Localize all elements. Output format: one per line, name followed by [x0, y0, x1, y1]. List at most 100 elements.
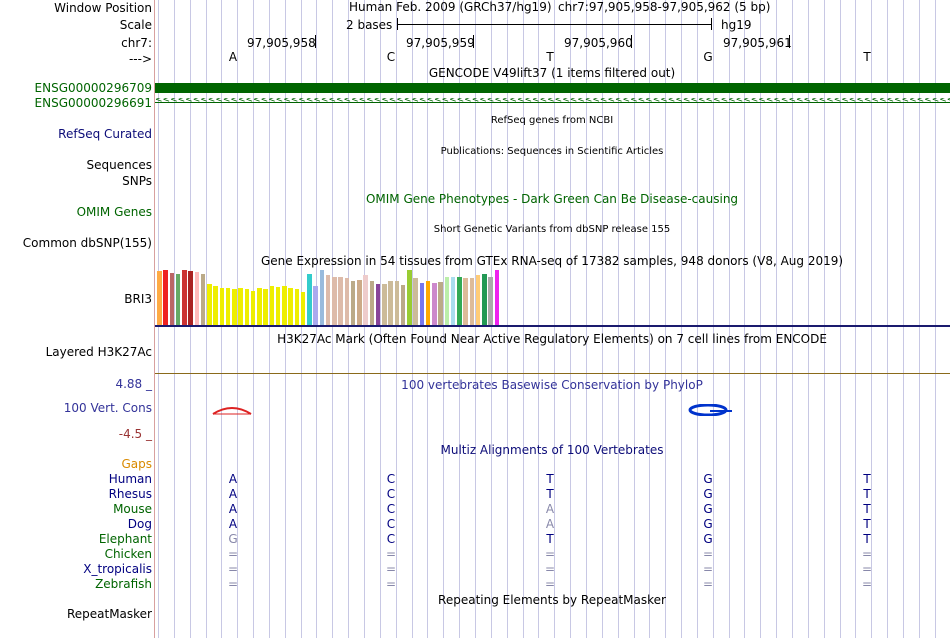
phylop-high-glyph: [688, 404, 732, 416]
gtex-tissue-bar[interactable]: [488, 277, 493, 325]
gtex-tissue-bar[interactable]: [475, 275, 481, 325]
multiz-track-title[interactable]: Multiz Alignments of 100 Vertebrates: [440, 443, 664, 457]
species-label-elephant[interactable]: Elephant: [98, 532, 152, 546]
gtex-tissue-bar[interactable]: [375, 284, 381, 325]
gtex-tissue-bar[interactable]: [194, 272, 200, 325]
gtex-tissue-bar[interactable]: [400, 285, 406, 325]
gtex-tissue-bar[interactable]: [482, 274, 487, 325]
gtex-tissue-bar[interactable]: [294, 289, 300, 325]
gtex-tissue-bar[interactable]: [438, 282, 443, 325]
gtex-tissue-bar[interactable]: [432, 283, 437, 325]
aligned-base: T: [863, 472, 871, 486]
gtex-tissue-bar[interactable]: [363, 275, 368, 325]
gtex-tissue-bar[interactable]: [413, 278, 418, 325]
gencode-track-title[interactable]: GENCODE V49lift37 (1 items filtered out): [428, 66, 676, 80]
strand-arrow-label[interactable]: --->: [128, 52, 152, 66]
gtex-tissue-bar[interactable]: [175, 274, 181, 325]
pubs-track-title[interactable]: Publications: Sequences in Scientific Ar…: [440, 146, 664, 157]
species-label-mouse[interactable]: Mouse: [113, 502, 152, 516]
gtex-tissue-bar[interactable]: [182, 270, 187, 325]
guide-line: [855, 0, 856, 638]
gtex-tissue-bar[interactable]: [275, 287, 281, 325]
gtex-tissue-bar[interactable]: [494, 270, 500, 325]
gtex-tissue-bar[interactable]: [357, 280, 362, 325]
species-label-zebrafish[interactable]: Zebrafish: [95, 577, 152, 591]
refseq-track-label[interactable]: RefSeq Curated: [58, 127, 152, 141]
gtex-tissue-bar[interactable]: [200, 274, 206, 325]
gtex-tissue-bar[interactable]: [463, 278, 468, 325]
track-image-pane[interactable]: Human Feb. 2009 (GRCh37/hg19) chr7:97,90…: [155, 0, 950, 638]
snps-track-label[interactable]: SNPs: [122, 174, 152, 188]
gtex-bar-chart[interactable]: [157, 270, 557, 325]
species-label-rhesus[interactable]: Rhesus: [108, 487, 152, 501]
omim-track-label[interactable]: OMIM Genes: [76, 205, 152, 219]
gtex-tissue-bar[interactable]: [263, 289, 268, 325]
gtex-tissue-bar[interactable]: [232, 289, 237, 325]
guide-line: [475, 0, 476, 638]
phylop-track-label[interactable]: 100 Vert. Cons: [63, 401, 152, 415]
gtex-tissue-bar[interactable]: [419, 283, 425, 325]
gencode-transcript-bar-2[interactable]: <<<<<<<<<<<<<<<<<<<<<<<<<<<<<<<<<<<<<<<<…: [155, 98, 950, 108]
gtex-tissue-bar[interactable]: [313, 286, 318, 325]
gtex-tissue-bar[interactable]: [307, 274, 312, 325]
refseq-track-title[interactable]: RefSeq genes from NCBI: [490, 115, 614, 126]
gtex-tissue-bar[interactable]: [188, 271, 193, 325]
gtex-tissue-bar[interactable]: [300, 292, 306, 325]
pubs-track-label[interactable]: Sequences: [86, 158, 152, 172]
dbsnp-track-label[interactable]: Common dbSNP(155): [22, 236, 152, 250]
gtex-tissue-bar[interactable]: [269, 286, 275, 325]
guide-line: [665, 0, 666, 638]
gtex-tissue-bar[interactable]: [382, 284, 387, 325]
species-label-dog[interactable]: Dog: [127, 517, 152, 531]
gtex-tissue-bar[interactable]: [344, 278, 350, 325]
gtex-tissue-bar[interactable]: [282, 286, 287, 325]
repeatmasker-track-label[interactable]: RepeatMasker: [66, 607, 152, 621]
gtex-tissue-bar[interactable]: [213, 286, 218, 325]
gencode-transcript-label-2[interactable]: ENSG00000296691: [34, 96, 152, 110]
species-label-chicken[interactable]: Chicken: [104, 547, 152, 561]
strand-arrows: <<<<<<<<<<<<<<<<<<<<<<<<<<<<<<<<<<<<<<<<…: [155, 98, 950, 105]
gtex-tissue-bar[interactable]: [319, 270, 325, 325]
gtex-tissue-bar[interactable]: [425, 281, 431, 325]
gtex-tissue-bar[interactable]: [244, 289, 250, 325]
coord-tick-3: [631, 35, 632, 48]
aligned-base: G: [703, 517, 713, 531]
gtex-tissue-bar[interactable]: [338, 277, 343, 325]
gtex-tissue-bar[interactable]: [207, 284, 212, 325]
h3k27ac-track-label[interactable]: Layered H3K27Ac: [45, 345, 152, 359]
phylop-track-title[interactable]: 100 vertebrates Basewise Conservation by…: [401, 378, 703, 392]
omim-track-title[interactable]: OMIM Gene Phenotypes - Dark Green Can Be…: [365, 192, 739, 206]
gtex-tissue-bar[interactable]: [469, 278, 475, 325]
gtex-tissue-bar[interactable]: [394, 281, 400, 325]
gtex-tissue-bar[interactable]: [388, 281, 393, 325]
h3k27ac-track-title[interactable]: H3K27Ac Mark (Often Found Near Active Re…: [277, 332, 827, 346]
gtex-tissue-bar[interactable]: [219, 288, 225, 325]
gtex-tissue-bar[interactable]: [332, 277, 337, 325]
gtex-tissue-bar[interactable]: [225, 288, 231, 325]
aligned-base: G: [703, 472, 713, 486]
gtex-tissue-bar[interactable]: [169, 273, 175, 325]
gtex-tissue-bar[interactable]: [250, 291, 256, 325]
gtex-gene-label[interactable]: BRI3: [124, 292, 152, 306]
gtex-tissue-bar[interactable]: [407, 270, 412, 325]
gencode-transcript-bar-1[interactable]: [155, 83, 950, 93]
gtex-tissue-bar[interactable]: [450, 277, 456, 325]
repeatmasker-track-title[interactable]: Repeating Elements by RepeatMasker: [438, 593, 666, 607]
species-label-human[interactable]: Human: [108, 472, 152, 486]
gtex-tissue-bar[interactable]: [288, 288, 293, 325]
gtex-tissue-bar[interactable]: [369, 281, 375, 325]
guide-line: [634, 0, 635, 638]
gtex-tissue-bar[interactable]: [238, 288, 243, 325]
gtex-tissue-bar[interactable]: [257, 288, 262, 325]
guide-line: [824, 0, 825, 638]
gtex-tissue-bar[interactable]: [457, 277, 462, 325]
gtex-track-title[interactable]: Gene Expression in 54 tissues from GTEx …: [260, 254, 844, 268]
gtex-tissue-bar[interactable]: [163, 270, 168, 325]
gtex-tissue-bar[interactable]: [444, 277, 450, 325]
gtex-tissue-bar[interactable]: [350, 281, 356, 325]
gtex-tissue-bar[interactable]: [325, 275, 331, 325]
gencode-transcript-label-1[interactable]: ENSG00000296709: [34, 81, 152, 95]
species-label-x_tropicalis[interactable]: X_tropicalis: [83, 562, 152, 576]
gtex-tissue-bar[interactable]: [157, 271, 162, 325]
dbsnp-track-title[interactable]: Short Genetic Variants from dbSNP releas…: [433, 224, 671, 235]
